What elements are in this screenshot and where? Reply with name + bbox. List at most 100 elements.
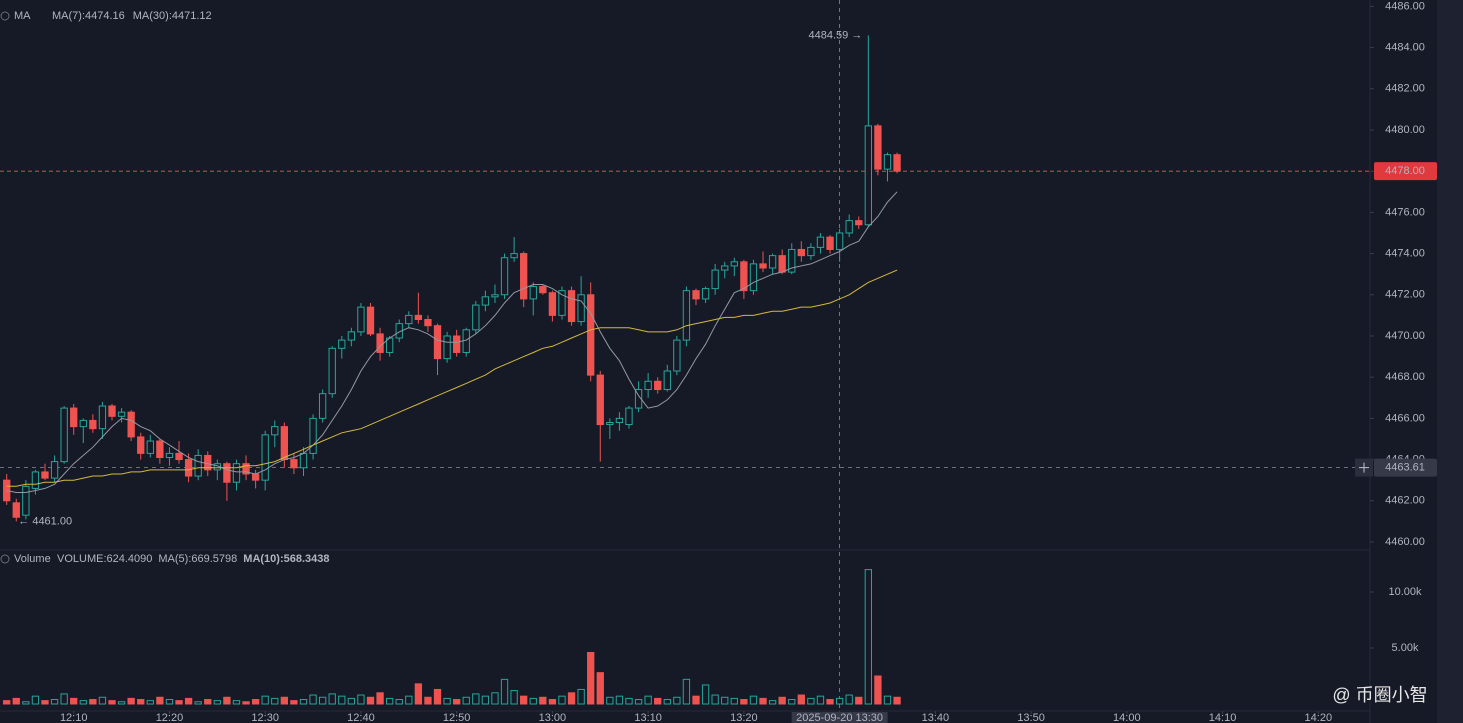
ma-line — [6, 191, 898, 493]
y-tick-label: 4468.00 — [1385, 371, 1425, 383]
volume-bar — [558, 695, 566, 705]
candle-body — [299, 452, 308, 469]
volume-bar — [309, 694, 317, 705]
legend-entry: MA(5):669.5798 — [158, 553, 237, 565]
x-tick-label: 14:10 — [1209, 712, 1237, 723]
volume-bar — [405, 695, 413, 705]
x-tick-label: 12:20 — [156, 712, 184, 723]
candle-body — [261, 434, 269, 481]
candle-body — [405, 314, 413, 325]
legend-icon[interactable] — [0, 11, 10, 21]
volume-bar — [98, 696, 107, 705]
volume-bar — [855, 696, 863, 705]
candle-body — [510, 253, 518, 259]
volume-bar — [31, 695, 40, 705]
candle-body — [835, 232, 844, 250]
x-tick-label: 14:20 — [1305, 712, 1333, 723]
volume-bar — [529, 697, 537, 705]
candle-body — [146, 440, 154, 454]
volume-bar — [79, 700, 87, 705]
volume-bar — [548, 699, 557, 705]
volume-bar — [692, 695, 700, 705]
last-price-label: 4478.00 — [1385, 165, 1425, 177]
candle-body — [759, 263, 767, 269]
volume-bar — [443, 697, 451, 705]
volume-bar — [194, 701, 202, 705]
volume-bar — [835, 697, 844, 705]
volume-bar — [395, 699, 403, 705]
candle-body — [366, 306, 375, 335]
crosshair-price-label: 4463.61 — [1385, 462, 1425, 474]
candle-body — [682, 290, 691, 341]
volume-bar — [280, 696, 288, 705]
candle-body — [424, 318, 432, 327]
high-label: 4484.59 → — [809, 29, 863, 41]
volume-bar — [740, 699, 748, 705]
volume-bar — [328, 693, 336, 705]
x-tick-label: 12:30 — [251, 712, 279, 723]
volume-bar — [567, 692, 576, 705]
candle-body — [567, 290, 576, 323]
y-tick-label: 4470.00 — [1385, 330, 1425, 342]
candle-body — [357, 306, 365, 333]
y-tick-label: 4476.00 — [1385, 206, 1425, 218]
candle-body — [223, 463, 231, 483]
candle-body — [156, 440, 164, 459]
volume-bar — [184, 697, 193, 705]
volume-bar — [711, 694, 719, 705]
candle-body — [79, 419, 87, 428]
candle-body — [184, 459, 193, 477]
legend-entry: VOLUME:624.4090 — [57, 553, 152, 565]
legend-title: MA — [14, 10, 31, 22]
volume-bar — [874, 675, 882, 705]
volume-bar — [347, 697, 356, 705]
candle-body — [615, 417, 624, 423]
volume-bar — [797, 694, 805, 705]
candle-body — [251, 473, 260, 481]
volume-bar — [462, 696, 470, 705]
candle-body — [232, 463, 241, 483]
y-tick-label: 4460.00 — [1385, 536, 1425, 548]
legend-icon[interactable] — [0, 554, 10, 564]
candle-body — [625, 407, 633, 426]
volume-bar — [424, 696, 432, 705]
x-tick-label: 13:50 — [1017, 712, 1045, 723]
x-tick-label: 13:10 — [634, 712, 662, 723]
y-tick-label: 4486.00 — [1385, 0, 1425, 12]
candle-body — [634, 389, 643, 409]
candle-body — [433, 325, 442, 360]
candle-body — [12, 502, 20, 518]
y-tick-label: 4462.00 — [1385, 495, 1425, 507]
volume-bar — [108, 700, 116, 705]
volume-bar — [127, 697, 135, 705]
candle-body — [453, 335, 461, 353]
y-tick-label: 4474.00 — [1385, 247, 1425, 259]
candle-body — [826, 236, 834, 250]
candle-body — [338, 339, 346, 349]
volume-bar — [606, 696, 614, 705]
volume-bar — [366, 696, 375, 705]
candle-body — [768, 255, 777, 269]
candle-body — [318, 393, 327, 419]
candle-body — [558, 290, 566, 316]
volume-bar — [883, 695, 892, 705]
candle-body — [807, 246, 815, 257]
volume-bar — [357, 694, 365, 705]
y-tick-label: 4480.00 — [1385, 124, 1425, 136]
volume-bar — [117, 701, 126, 705]
last-price-box — [1374, 162, 1437, 181]
volume-bar — [864, 569, 872, 705]
y-tick-label: 4484.00 — [1385, 41, 1425, 53]
candle-body — [596, 374, 604, 426]
candle-body — [577, 294, 585, 323]
volume-bar — [893, 696, 901, 705]
candle-body — [587, 294, 595, 376]
volume-bar — [759, 697, 767, 705]
volume-bar — [510, 690, 518, 705]
volume-bar — [60, 693, 68, 705]
volume-bar — [749, 695, 758, 705]
candle-body — [89, 419, 97, 430]
volume-bar — [816, 695, 825, 705]
